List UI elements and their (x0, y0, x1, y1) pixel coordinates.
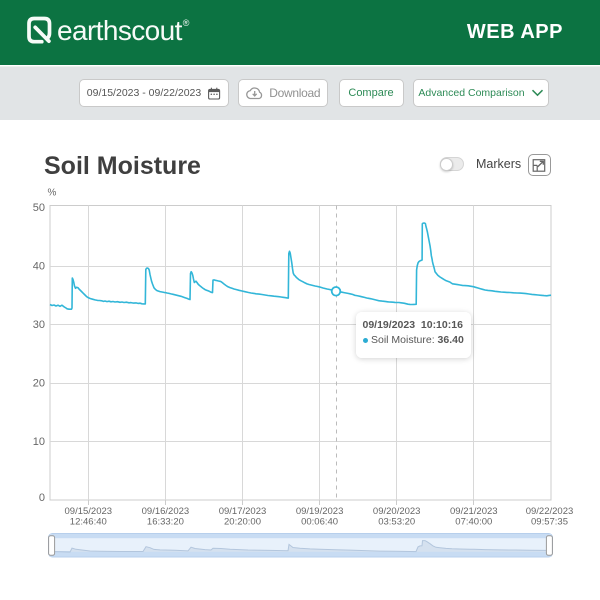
svg-text:20: 20 (33, 378, 45, 390)
svg-text:10: 10 (33, 436, 45, 448)
svg-text:%: % (48, 188, 57, 199)
svg-text:50: 50 (33, 202, 45, 214)
svg-text:30: 30 (33, 319, 45, 331)
svg-text:40: 40 (33, 261, 45, 273)
svg-text:0: 0 (39, 492, 45, 504)
